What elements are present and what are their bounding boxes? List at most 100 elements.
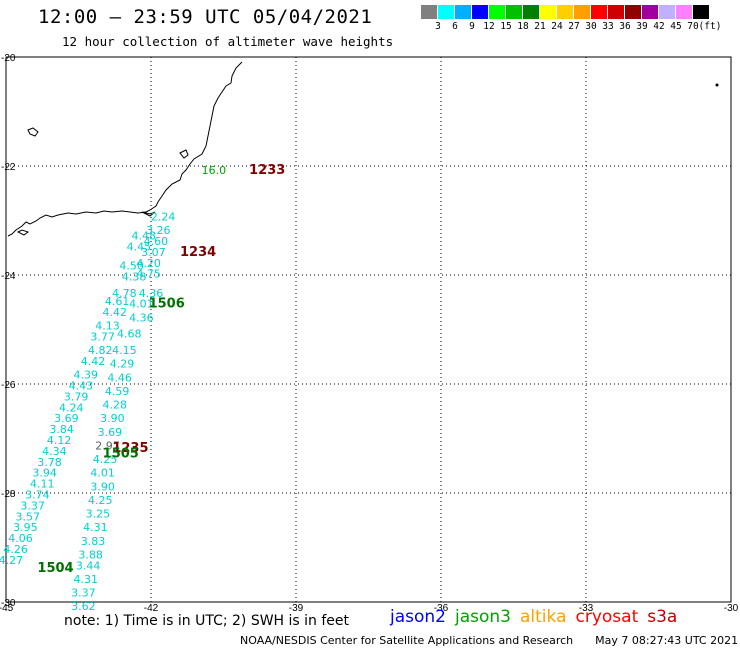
wave-height-value: 4.31: [83, 521, 108, 534]
legend-swatch: [659, 5, 676, 19]
wave-height-value: 3.57: [16, 510, 41, 523]
wave-height-value: 3.25: [86, 508, 111, 521]
latitude-tick-label: -22: [1, 162, 16, 173]
longitude-tick-label: -30: [724, 603, 739, 614]
footer-note: note: 1) Time is in UTC; 2) SWH is in fe…: [64, 613, 350, 629]
legend-label: 21: [534, 21, 546, 32]
legend-label: (ft): [698, 21, 722, 32]
legend-label: 33: [602, 21, 614, 32]
coastline-north: [145, 61, 243, 213]
legend-label: 27: [568, 21, 580, 32]
wave-height-value: 3.88: [78, 548, 103, 561]
satellite-cryosat: cryosat: [575, 607, 639, 627]
longitude-tick-label: -42: [144, 603, 159, 614]
wave-height-value: 3.69: [54, 412, 79, 425]
wave-height-value: 4.13: [95, 320, 120, 333]
wave-height-value: 4.45: [127, 240, 152, 253]
wave-height-value: 4.06: [8, 532, 33, 545]
legend-swatch: [591, 5, 608, 19]
satellite-legend: jason2 jason3 altika cryosat s3a: [390, 607, 686, 627]
longitude-tick-label: -33: [579, 603, 594, 614]
wave-height-value: 4.50: [119, 260, 144, 273]
wave-height-value: 3.37: [71, 587, 96, 600]
coastline-southwest: [7, 210, 147, 237]
wave-height-value: 3.26: [146, 224, 171, 237]
longitude-tick-label: -39: [289, 603, 304, 614]
color-scale-legend: 3 6 9 12 15 18 21 24 27 30 33 36 39 42 45 70 (ft): [421, 5, 721, 33]
pass-time-label: 1234: [180, 245, 216, 260]
wave-height-value: 4.78: [112, 287, 137, 300]
wave-height-value: 4.31: [74, 573, 99, 586]
legend-label: 12: [483, 21, 495, 32]
wave-height-value: 4.48: [132, 230, 157, 243]
wave-height-value: 4.26: [3, 543, 28, 556]
pass-time-label: 1506: [149, 297, 185, 312]
legend-label: 30: [585, 21, 597, 32]
legend-swatch: [574, 5, 591, 19]
offshore-island-dot: [715, 83, 719, 87]
satellite-s3a: s3a: [647, 607, 678, 627]
wave-height-value: 4.20: [136, 257, 161, 270]
wave-height-value: 3.84: [49, 423, 74, 436]
wave-height-value: 4.43: [69, 379, 94, 392]
wave-height-value: 2.24: [151, 211, 176, 224]
coastline: [7, 61, 243, 237]
wave-height-value: 3.79: [64, 390, 89, 403]
axis-ticks: -45 -42 -39 -36 -33 -30 -20 -22 -24 -26 -28 -30: [0, 53, 739, 614]
legend-swatch: [489, 5, 506, 19]
legend-label: 42: [653, 21, 665, 32]
pass-time-label: 1233: [249, 163, 285, 178]
legend-swatch: [421, 5, 438, 19]
wave-height-value: 3.44: [76, 559, 101, 572]
wave-height-value: 3.74: [25, 488, 50, 501]
legend-swatch: [608, 5, 625, 19]
legend-label: 18: [517, 21, 529, 32]
legend-label: 70: [687, 21, 699, 32]
longitude-tick-label: -45: [0, 603, 14, 614]
satellite-altika: altika: [520, 607, 567, 627]
wave-height-value: 4.46: [107, 371, 132, 384]
wave-height-value: 4.38: [122, 270, 147, 283]
legend-labels: 3 6 9 12 15 18 21 24 27 30 33 36 39 42 45 70 (ft): [421, 19, 721, 33]
legend-swatch: [540, 5, 557, 19]
wave-height-value: 4.34: [42, 445, 67, 458]
legend-label: 36: [619, 21, 631, 32]
legend-swatch: [693, 5, 710, 19]
legend-label: 39: [636, 21, 648, 32]
wave-height-value: 4.24: [59, 401, 84, 414]
wave-height-value: 4.27: [0, 554, 23, 567]
page-title: 12:00 – 23:59 UTC 05/04/2021: [38, 6, 373, 28]
legend-label: 3: [435, 21, 441, 32]
wave-height-value: 4.75: [136, 268, 161, 281]
latitude-tick-label: -30: [1, 598, 16, 609]
wave-height-value: 4.82: [88, 344, 113, 357]
satellite-jason3: jason3: [455, 607, 511, 627]
wave-height-value: 16.0: [202, 164, 227, 177]
latitude-tick-label: -26: [1, 380, 16, 391]
wave-height-value: 2.97: [95, 439, 120, 452]
wave-height-value: 3.37: [20, 499, 45, 512]
wave-height-value: 4.12: [47, 434, 72, 447]
legend-label: 15: [500, 21, 512, 32]
cape-sao-tome: [179, 149, 189, 159]
wave-height-value: 3.90: [90, 480, 115, 493]
island-sepetiba: [16, 229, 30, 236]
page-subtitle: 12 hour collection of altimeter wave hei…: [62, 34, 394, 49]
wave-height-value: 3.77: [90, 330, 115, 343]
wave-height-value: 4.42: [81, 355, 106, 368]
legend-swatch: [676, 5, 693, 19]
longitude-tick-label: -36: [434, 603, 449, 614]
legend-label: 9: [469, 21, 475, 32]
legend-label: 24: [551, 21, 563, 32]
latitude-tick-label: -20: [1, 53, 16, 64]
pass-time-label: 1504: [37, 561, 73, 576]
wave-height-value: 4.01: [129, 298, 154, 311]
latitude-tick-label: -24: [1, 271, 16, 282]
map-frame: [5, 56, 732, 603]
wave-height-value: 3.95: [13, 521, 38, 534]
wave-height-value: 3.90: [100, 412, 125, 425]
legend-label: 6: [452, 21, 458, 32]
wave-height-value: 4.36: [139, 287, 164, 300]
